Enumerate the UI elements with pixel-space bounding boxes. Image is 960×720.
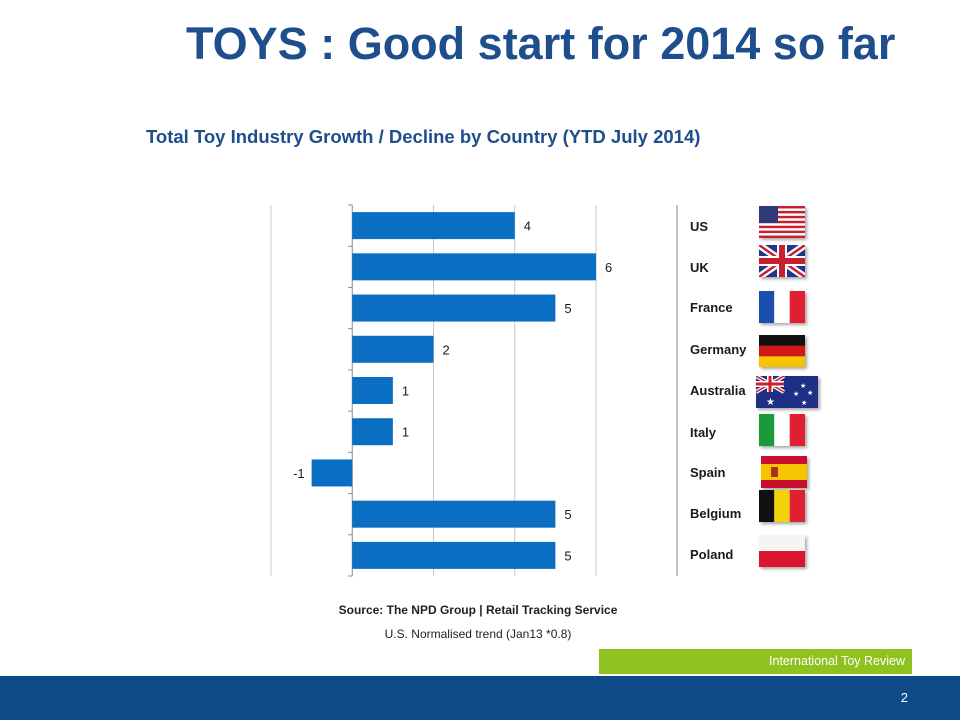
- australia-flag-icon: ★ ★ ★ ★ ★: [756, 376, 818, 408]
- chart-subtitle: Total Toy Industry Growth / Decline by C…: [146, 126, 701, 147]
- legend-label: Italy: [690, 425, 717, 440]
- italy-flag-icon: [759, 414, 805, 446]
- data-label: 5: [564, 507, 571, 522]
- footer-bar: 2: [0, 676, 960, 720]
- legend-label: Belgium: [690, 506, 742, 521]
- bar-uk: [352, 253, 596, 281]
- svg-text:★: ★: [800, 382, 806, 390]
- svg-text:★: ★: [801, 399, 807, 407]
- bar-spain: [311, 459, 353, 487]
- page-title: TOYS : Good start for 2014 so far: [186, 18, 896, 69]
- svg-text:★: ★: [766, 397, 775, 408]
- bar-germany: [352, 335, 434, 363]
- data-label: 5: [564, 301, 571, 316]
- data-label: 1: [402, 425, 409, 440]
- bar-france: [352, 294, 556, 322]
- us-flag-icon: [759, 206, 805, 238]
- poland-flag-icon: [759, 535, 805, 567]
- svg-text:★: ★: [807, 389, 813, 397]
- belgium-flag-icon: [759, 490, 805, 522]
- report-label: International Toy Review: [599, 649, 912, 674]
- source-text: Source: The NPD Group | Retail Tracking …: [338, 603, 618, 617]
- data-label: 4: [524, 219, 531, 234]
- legend-label: US: [690, 219, 709, 234]
- france-flag-icon: [759, 291, 805, 323]
- bar-italy: [352, 418, 393, 446]
- source-note: U.S. Normalised trend (Jan13 *0.8): [384, 627, 572, 641]
- bar-poland: [352, 541, 556, 569]
- bar-belgium: [352, 500, 556, 528]
- legend-label: France: [690, 300, 733, 315]
- data-label: 1: [402, 384, 409, 399]
- bar-australia: [352, 377, 393, 404]
- legend-label: Poland: [690, 547, 734, 562]
- data-label: -1: [293, 466, 305, 481]
- bar-us: [352, 212, 515, 240]
- svg-text:★: ★: [793, 390, 799, 398]
- page-number: 2: [900, 690, 908, 705]
- legend-label: Australia: [690, 383, 746, 398]
- spain-flag-icon: [761, 456, 807, 488]
- legend-label: Spain: [690, 465, 726, 480]
- uk-flag-icon: [759, 245, 805, 277]
- legend-label: UK: [690, 260, 709, 275]
- germany-flag-icon: [759, 335, 805, 367]
- legend-label: Germany: [690, 342, 747, 357]
- data-label: 5: [564, 548, 571, 563]
- data-label: 6: [605, 260, 612, 275]
- data-label: 2: [443, 342, 450, 357]
